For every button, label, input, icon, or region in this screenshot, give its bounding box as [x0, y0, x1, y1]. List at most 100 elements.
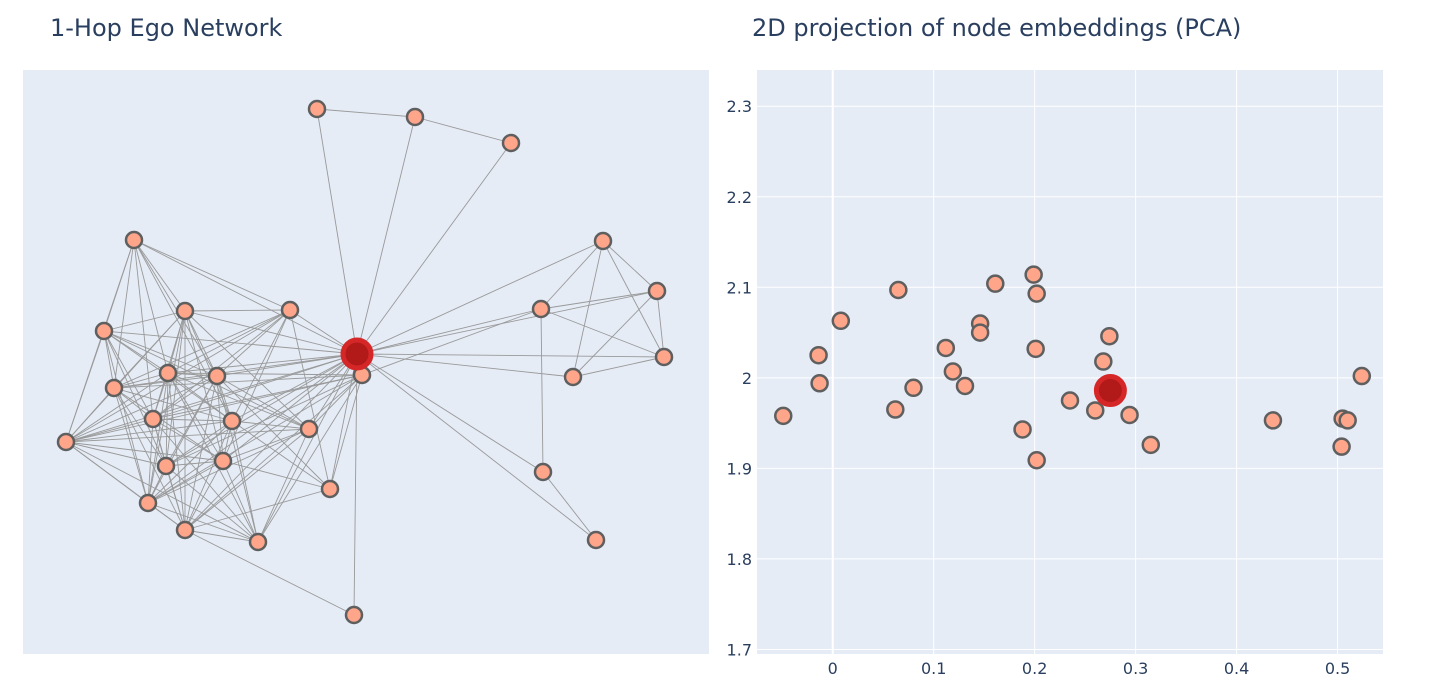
network-node: [222, 411, 242, 431]
network-edge: [152, 418, 233, 422]
network-edge: [152, 309, 291, 420]
network-node: [158, 363, 178, 383]
network-edge: [165, 420, 233, 467]
y-tick-label: 2: [742, 369, 752, 388]
scatter-point: [986, 274, 1005, 293]
network-edge: [113, 374, 363, 389]
network-node: [344, 605, 364, 625]
network-edge: [65, 418, 154, 443]
network-edge: [147, 502, 259, 543]
network-edge: [184, 310, 233, 422]
scatter-point: [1060, 391, 1080, 410]
network-edge: [356, 142, 512, 355]
network-edge: [103, 330, 218, 377]
network-edge: [65, 420, 233, 443]
scatter-point: [1085, 401, 1105, 420]
network-edge: [257, 374, 363, 543]
scatter-point: [886, 400, 905, 419]
network-edge: [231, 353, 358, 422]
network-edge: [257, 428, 310, 543]
network-edge: [65, 309, 291, 443]
network-edge: [147, 310, 186, 504]
y-tick-label: 1.7: [727, 640, 752, 659]
network-edge: [167, 372, 224, 462]
network-edge: [329, 353, 358, 490]
scatter-point: [831, 311, 851, 331]
network-node: [104, 378, 124, 398]
network-edge: [167, 372, 233, 422]
scatter-point: [1263, 411, 1283, 430]
network-edge: [103, 330, 149, 504]
network-edge: [231, 420, 310, 430]
network-node: [213, 451, 233, 471]
network-edge: [316, 108, 358, 355]
network-edge: [353, 353, 358, 616]
network-ego-node: [340, 337, 374, 371]
scatter-point: [1338, 411, 1357, 430]
network-edge: [540, 308, 544, 473]
network-edge: [184, 529, 355, 616]
network-edge: [133, 239, 358, 355]
network-edge: [65, 387, 115, 443]
scatter-plot-area: [757, 70, 1383, 654]
network-edge: [540, 290, 658, 310]
network-edge: [289, 309, 331, 490]
network-edge: [216, 375, 331, 490]
network-edge: [167, 372, 186, 531]
network-edge: [356, 353, 665, 358]
network-node: [307, 99, 327, 119]
network-edge: [65, 441, 224, 462]
scatter-point: [1141, 435, 1161, 455]
network-edge: [656, 290, 665, 358]
network-edge: [152, 418, 259, 543]
network-edge: [65, 372, 169, 443]
network-edge: [147, 418, 154, 504]
network-edge: [65, 428, 310, 443]
network-node: [138, 493, 158, 513]
scatter-point: [889, 280, 908, 300]
network-edge: [103, 330, 358, 355]
scatter-point: [1100, 326, 1119, 346]
scatter-point: [1024, 265, 1043, 284]
y-tick-label: 2.3: [727, 97, 752, 116]
network-edge: [222, 460, 259, 543]
network-edge: [113, 375, 218, 389]
scatter-point: [936, 338, 956, 358]
network-edges: [65, 108, 665, 616]
x-tick-label: 0: [828, 659, 838, 678]
network-edge: [184, 374, 363, 531]
scatter-point: [955, 376, 975, 396]
network-node: [531, 299, 551, 319]
network-node: [647, 281, 667, 301]
scatter-point: [810, 374, 829, 393]
x-tick-label: 0.1: [921, 659, 946, 678]
network-edge: [165, 310, 186, 467]
x-tick-label: 0.2: [1022, 659, 1047, 678]
network-node: [299, 419, 319, 439]
network-edge: [147, 420, 233, 504]
network-edge: [184, 375, 218, 531]
network-edge: [184, 488, 331, 531]
network-edge: [184, 310, 310, 430]
network-node: [124, 230, 144, 250]
network-edge: [113, 387, 233, 422]
network-edge: [103, 330, 154, 420]
network-edge: [165, 465, 259, 543]
network-node: [320, 479, 340, 499]
network-edge: [184, 310, 358, 355]
network-edge: [356, 290, 658, 355]
network-edge: [216, 375, 224, 462]
network-node: [586, 530, 606, 550]
network-edge: [133, 239, 291, 311]
network-edge: [113, 239, 135, 389]
scatter-point: [1120, 405, 1139, 425]
network-edge: [222, 428, 310, 462]
scatter-point: [1332, 437, 1351, 456]
network-edge: [147, 353, 358, 504]
network-edge: [356, 308, 542, 355]
scatter-point: [943, 362, 963, 381]
scatter-point: [904, 378, 923, 398]
network-edge: [414, 116, 512, 144]
x-tick-label: 0.4: [1224, 659, 1249, 678]
